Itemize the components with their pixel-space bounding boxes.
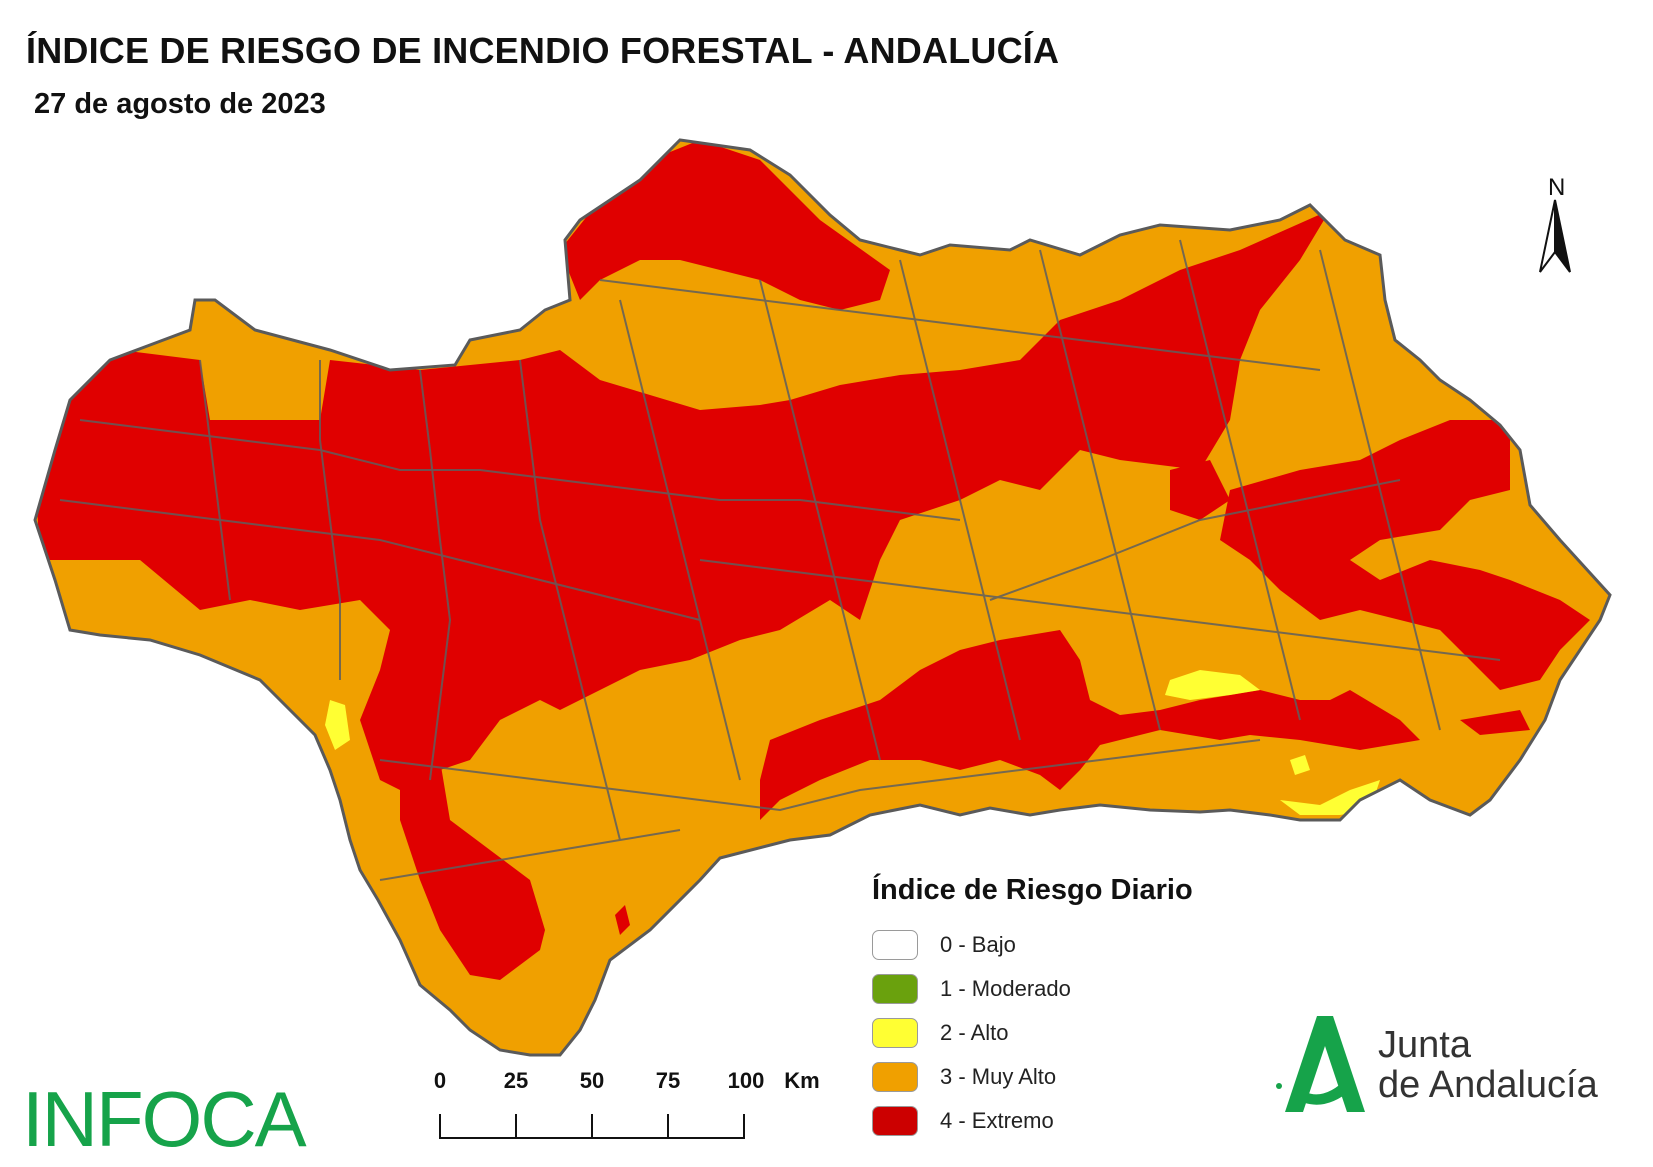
- scale-tick-label: 25: [503, 1068, 529, 1093]
- legend-item-moderado: 1 - Moderado: [872, 967, 1193, 1011]
- junta-text-line1: Junta: [1378, 1024, 1471, 1066]
- junta-andalucia-logo-icon: [1276, 1016, 1365, 1112]
- legend-label: 0 - Bajo: [940, 932, 1016, 957]
- legend-swatch: [872, 974, 918, 1004]
- legend-title: Índice de Riesgo Diario: [872, 874, 1193, 906]
- scale-unit: Km: [784, 1068, 820, 1093]
- legend-swatch: [872, 1106, 918, 1136]
- legend-label: 4 - Extremo: [940, 1108, 1054, 1133]
- legend-label: 2 - Alto: [940, 1020, 1009, 1045]
- legend-item-alto: 2 - Alto: [872, 1011, 1193, 1055]
- map-date: 27 de agosto de 2023: [34, 88, 326, 120]
- legend-item-muy-alto: 3 - Muy Alto: [872, 1055, 1193, 1099]
- legend-item-bajo: 0 - Bajo: [872, 923, 1193, 967]
- map-title: ÍNDICE DE RIESGO DE INCENDIO FORESTAL - …: [26, 30, 1060, 71]
- scale-tick-label: 100: [727, 1068, 765, 1093]
- legend-swatch: [872, 1062, 918, 1092]
- legend-label: 3 - Muy Alto: [940, 1064, 1057, 1089]
- scale-bar-line: [439, 1114, 745, 1139]
- scale-tick-label: 0: [433, 1068, 447, 1093]
- legend-swatch: [872, 1018, 918, 1048]
- junta-text-line2: de Andalucía: [1378, 1064, 1598, 1106]
- legend: Índice de Riesgo Diario 0 - Bajo 1 - Mod…: [872, 874, 1193, 1143]
- north-label: N: [1548, 174, 1566, 201]
- legend-label: 1 - Moderado: [940, 976, 1071, 1001]
- scale-tick-label: 75: [655, 1068, 681, 1093]
- infoca-logo: INFOCA: [22, 1075, 307, 1163]
- scale-tick-label: 50: [579, 1068, 605, 1093]
- legend-swatch: [872, 930, 918, 960]
- legend-item-extremo: 4 - Extremo: [872, 1099, 1193, 1143]
- north-arrow-icon: [1539, 199, 1571, 273]
